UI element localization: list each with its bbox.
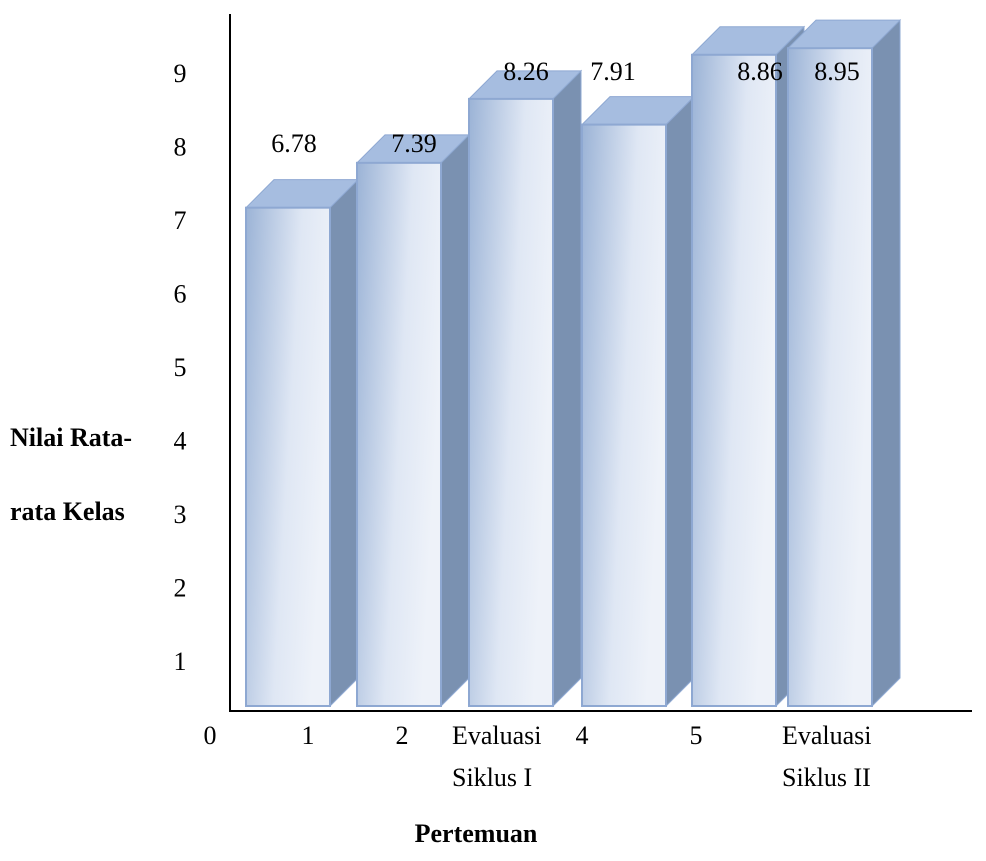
bar-front-face (468, 97, 554, 707)
x-tick-label: Siklus I (452, 763, 532, 792)
bar (786, 18, 902, 708)
y-tick-label: 2 (174, 574, 187, 603)
bar-side-face (440, 133, 470, 708)
x-tick-label: Siklus II (782, 763, 871, 792)
bar (467, 69, 583, 708)
data-label: 6.78 (271, 129, 317, 158)
y-axis-title-line-1: Nilai Rata- (10, 423, 132, 452)
labels-layer: Nilai Rata- rata Kelas Pertemuan 0 1 2 3 4 5 6… (10, 57, 872, 848)
axes-layer (229, 14, 972, 712)
x-tick-label: 4 (576, 721, 589, 750)
y-tick-label: 7 (174, 206, 187, 235)
data-label: 8.26 (503, 57, 549, 86)
data-label: 7.39 (391, 129, 437, 158)
data-label: 8.95 (814, 57, 860, 86)
bar (244, 178, 360, 708)
y-tick-label: 1 (174, 647, 187, 676)
bar-front-face (691, 53, 777, 708)
bar-front-face (787, 47, 873, 708)
bar (690, 25, 806, 708)
y-tick-label: 3 (174, 500, 187, 529)
bars-layer (244, 18, 902, 708)
bar-side-face (552, 69, 582, 708)
bar-front-face (356, 161, 442, 707)
x-tick-label: 2 (396, 721, 409, 750)
bar-front-face (581, 123, 667, 708)
data-label: 7.91 (590, 57, 636, 86)
y-tick-label: 8 (174, 133, 187, 162)
bar-side-face (871, 18, 901, 708)
y-tick-label: 9 (174, 59, 187, 88)
x-tick-label: 5 (690, 721, 703, 750)
bar-front-face (245, 206, 331, 707)
bar (580, 95, 696, 708)
y-tick-label: 5 (174, 353, 187, 382)
x-tick-label: Evaluasi (782, 721, 872, 750)
bar-side-face (665, 95, 695, 708)
bar (355, 133, 471, 708)
y-axis-title-line-2: rata Kelas (10, 497, 125, 526)
y-tick-label: 0 (204, 721, 217, 750)
x-tick-label: 1 (302, 721, 315, 750)
x-axis-title: Pertemuan (415, 819, 538, 848)
x-tick-label: Evaluasi (452, 721, 542, 750)
bar-side-face (329, 178, 359, 708)
y-tick-label: 4 (174, 427, 187, 456)
y-tick-label: 6 (174, 280, 187, 309)
data-label: 8.86 (737, 57, 783, 86)
